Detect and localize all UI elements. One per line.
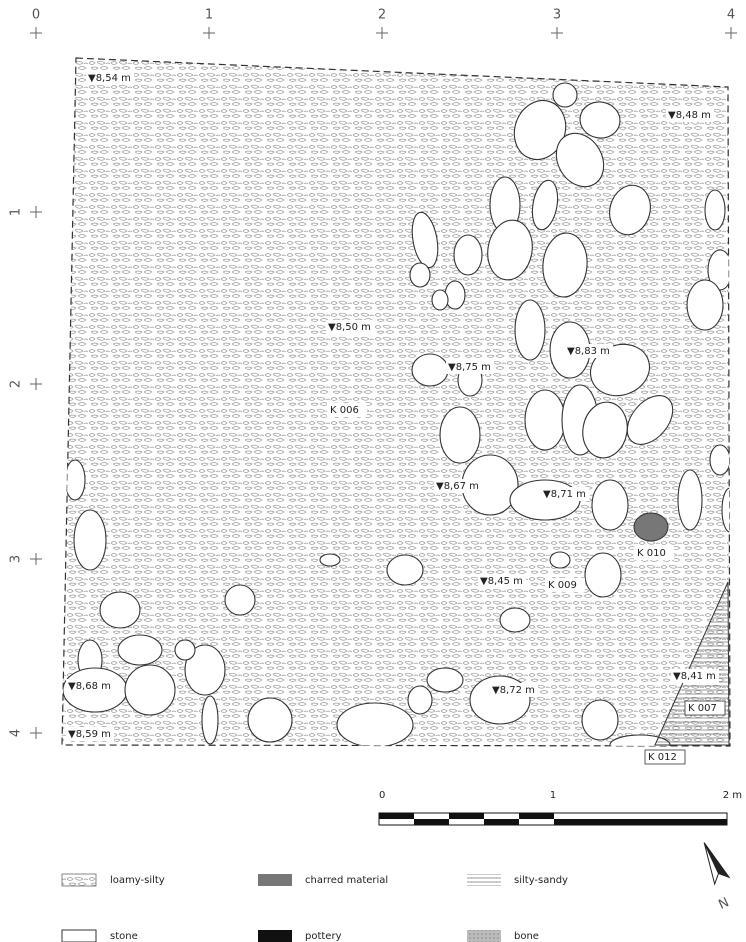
- stone: [705, 190, 725, 230]
- scale-label: 2 m: [723, 790, 742, 801]
- stone: [202, 696, 218, 744]
- stone: [410, 263, 430, 287]
- stone: [225, 585, 255, 615]
- grid-cross: [30, 727, 42, 739]
- elevation-label: ▼8,59 m: [68, 729, 111, 740]
- grid-cross: [551, 27, 563, 39]
- stone: [427, 668, 463, 692]
- stone: [445, 281, 465, 309]
- grid-label: 2: [9, 380, 24, 388]
- stone: [408, 686, 432, 714]
- legend-label: charred material: [305, 875, 388, 886]
- elevation-label: ▼8,54 m: [88, 73, 131, 84]
- elevation-label: ▼8,41 m: [673, 671, 716, 682]
- grid-label: 2: [378, 8, 386, 23]
- stone: [678, 470, 702, 530]
- grid-cross: [725, 27, 737, 39]
- stone: [100, 592, 140, 628]
- legend-label: loamy-silty: [110, 875, 165, 886]
- elevation-label: ▼8,45 m: [480, 576, 523, 587]
- stone: [118, 635, 162, 665]
- grid-label: 3: [553, 8, 561, 23]
- scale-label: 1: [550, 790, 556, 801]
- elevation-label: ▼8,75 m: [448, 362, 491, 373]
- elevation-label: ▼8,68 m: [68, 681, 111, 692]
- grid-label: 0: [32, 8, 40, 23]
- grid-cross: [376, 27, 388, 39]
- elevation-label: ▼8,72 m: [492, 685, 535, 696]
- stone: [125, 665, 175, 715]
- stone: [550, 552, 570, 568]
- stone: [65, 460, 85, 500]
- grid-cross: [30, 206, 42, 218]
- grid-label: 1: [9, 208, 24, 216]
- stone: [175, 640, 195, 660]
- feature-label: K 006: [330, 405, 359, 416]
- elevation-label: ▼8,67 m: [436, 481, 479, 492]
- grid-cross: [30, 553, 42, 565]
- stone: [553, 83, 577, 107]
- legend-label: stone: [110, 931, 138, 942]
- stone: [722, 488, 738, 532]
- site-plan: 0 1 2 3 4 1 2 3 4 ▼8,54 m ▼8,48 m ▼8,50 m ▼8,75 m ▼8,…: [0, 0, 746, 942]
- stone: [585, 553, 621, 597]
- grid-cross: [203, 27, 215, 39]
- stone: [454, 235, 482, 275]
- charred-material: [634, 513, 668, 541]
- stone: [710, 445, 730, 475]
- grid-label: 4: [727, 8, 735, 23]
- elevation-label: ▼8,71 m: [543, 489, 586, 500]
- scale-label: 0: [379, 790, 385, 801]
- feature-label: K 012: [648, 752, 677, 763]
- grid-label: 4: [9, 729, 24, 737]
- feature-label: K 010: [637, 548, 666, 559]
- stone: [582, 700, 618, 740]
- north-label: N: [716, 895, 731, 913]
- legend-label: silty-sandy: [514, 875, 568, 886]
- feature-label: K 009: [548, 580, 577, 591]
- stone: [74, 510, 106, 570]
- feature-label: K 007: [688, 703, 717, 714]
- stone: [337, 703, 413, 747]
- scale-bar: [379, 813, 727, 825]
- stone: [248, 698, 292, 742]
- elevation-label: ▼8,83 m: [567, 346, 610, 357]
- elevation-label: ▼8,50 m: [328, 322, 371, 333]
- grid-label: 3: [9, 555, 24, 563]
- stone: [387, 555, 423, 585]
- stone: [432, 290, 448, 310]
- plan-outline: [62, 58, 730, 746]
- stone: [320, 554, 340, 566]
- grid-cross: [30, 27, 42, 39]
- elevation-label: ▼8,48 m: [668, 110, 711, 121]
- stone: [592, 480, 628, 530]
- stone: [440, 407, 480, 463]
- stone: [687, 280, 723, 330]
- stone: [412, 354, 448, 386]
- legend-label: pottery: [305, 931, 342, 942]
- legend-label: bone: [514, 931, 539, 942]
- stone: [515, 300, 545, 360]
- grid-label: 1: [205, 8, 213, 23]
- stone: [500, 608, 530, 632]
- stone: [525, 390, 565, 450]
- north-arrow: [697, 839, 729, 884]
- grid-cross: [30, 378, 42, 390]
